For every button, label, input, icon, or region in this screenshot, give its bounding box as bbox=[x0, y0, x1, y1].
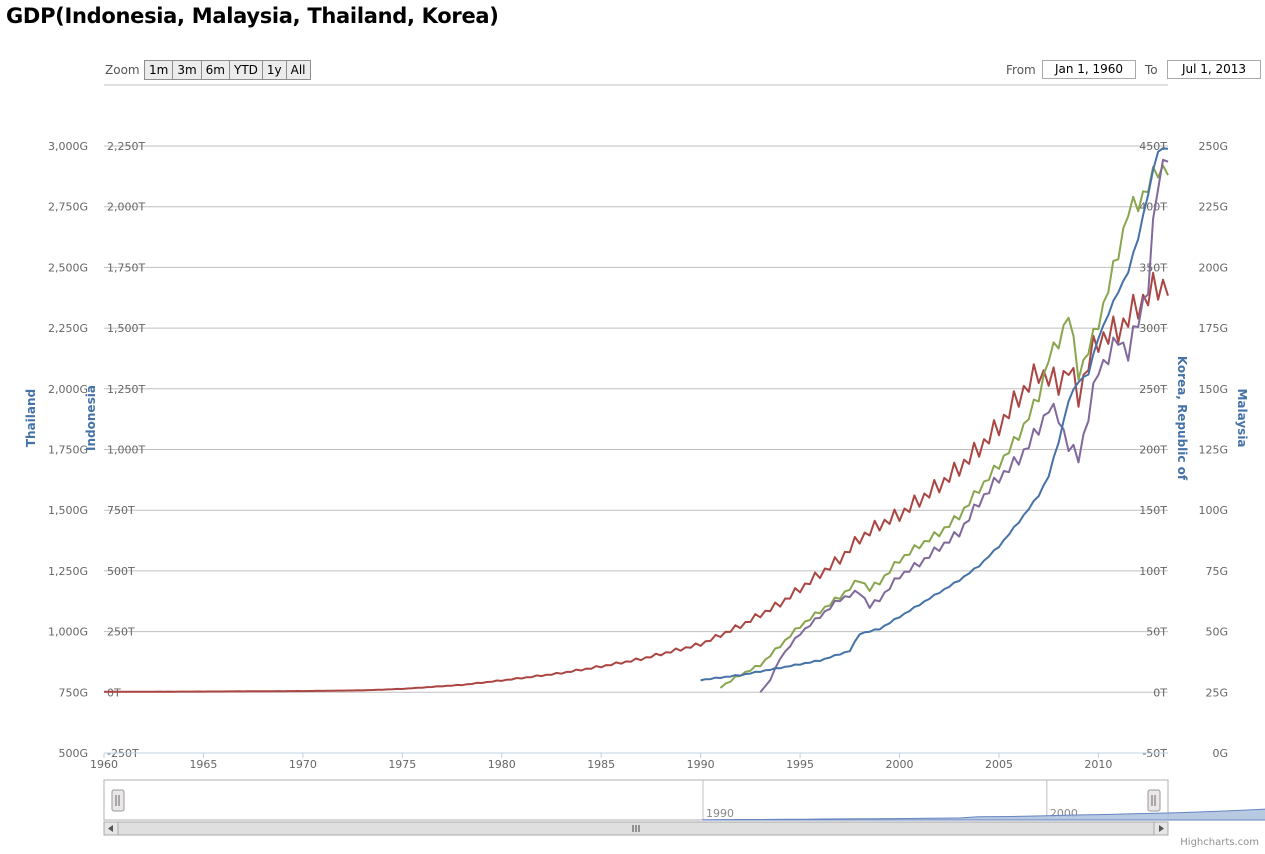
malaysia-axis-tick-label: 75G bbox=[1205, 565, 1228, 578]
chart-title: GDP(Indonesia, Malaysia, Thailand, Korea… bbox=[6, 4, 499, 28]
indonesia-axis-tick-label: 1,500T bbox=[107, 322, 145, 335]
navigator-right-handle[interactable] bbox=[1147, 789, 1161, 812]
series-group bbox=[104, 147, 1169, 693]
thailand-series-line[interactable] bbox=[700, 147, 1169, 682]
malaysia-axis-tick-label: 200G bbox=[1198, 261, 1228, 274]
malaysia-axis-tick-label: 175G bbox=[1198, 322, 1228, 335]
zoom-ytd-button[interactable]: YTD bbox=[229, 61, 263, 79]
to-date-input[interactable]: Jul 1, 2013 bbox=[1167, 60, 1261, 79]
zoom-button-group: 1m 3m 6m YTD 1y All bbox=[144, 60, 311, 80]
malaysia-axis-tick-label: 225G bbox=[1198, 201, 1228, 214]
navigator-series-area bbox=[702, 808, 1265, 821]
x-axis-tick-label: 2000 bbox=[886, 758, 914, 771]
x-axis-tick-label: 1960 bbox=[90, 758, 118, 771]
korea-axis-tick-label: 100T bbox=[1139, 565, 1167, 578]
indonesia-axis-title: Indonesia bbox=[84, 385, 98, 451]
indonesia-axis-tick-label: 1,250T bbox=[107, 383, 145, 396]
korea-axis-tick-label: 350T bbox=[1139, 261, 1167, 274]
thailand-axis-tick-label: 2,750G bbox=[48, 201, 88, 214]
zoom-3m-button[interactable]: 3m bbox=[173, 61, 202, 79]
navigator-tick-label: 1990 bbox=[706, 807, 734, 820]
scroll-right-arrow-icon bbox=[1159, 825, 1164, 832]
thailand-axis-tick-label: 2,500G bbox=[48, 261, 88, 274]
indonesia-axis-tick-label: 750T bbox=[107, 504, 135, 517]
thailand-axis-title: Thailand bbox=[24, 389, 38, 447]
navigator-left-handle[interactable] bbox=[111, 789, 125, 812]
navigator-frame bbox=[103, 779, 1169, 821]
x-axis-tick-label: 1970 bbox=[289, 758, 317, 771]
malaysia-axis-tick-label: 25G bbox=[1205, 686, 1228, 699]
to-label: To bbox=[1145, 63, 1158, 77]
korea-axis-tick-label: 300T bbox=[1139, 322, 1167, 335]
korea-axis-title: Korea, Republic of bbox=[1175, 356, 1189, 481]
x-axis: 1960 1965 1970 1975 1980 1985 1990 1995 2000 2005… bbox=[90, 752, 1168, 771]
korea-axis-tick-label: 250T bbox=[1139, 383, 1167, 396]
thailand-axis-tick-label: 2,250G bbox=[48, 322, 88, 335]
scroll-left-arrow-icon bbox=[108, 825, 113, 832]
from-date-input[interactable]: Jan 1, 1960 bbox=[1042, 60, 1136, 79]
thailand-axis-tick-label: 1,500G bbox=[48, 504, 88, 517]
indonesia-axis-tick-label: 1,750T bbox=[107, 261, 145, 274]
x-axis-tick-label: 1980 bbox=[488, 758, 516, 771]
grid-lines bbox=[104, 145, 1168, 754]
x-axis-tick-label: 1975 bbox=[388, 758, 416, 771]
thailand-axis: 500G 750G 1,000G 1,250G 1,500G 1,750G 2,000G 2,… bbox=[48, 140, 88, 760]
zoom-label: Zoom bbox=[105, 63, 140, 77]
korea-axis-tick-label: 50T bbox=[1146, 626, 1167, 639]
malaysia-axis-tick-label: 250G bbox=[1198, 140, 1228, 153]
malaysia-axis-tick-label: 50G bbox=[1205, 626, 1228, 639]
thailand-axis-tick-label: 500G bbox=[58, 747, 88, 760]
x-axis-tick-label: 1995 bbox=[786, 758, 814, 771]
indonesia-series-line[interactable] bbox=[104, 271, 1169, 693]
credits-link[interactable]: Highcharts.com bbox=[1180, 837, 1259, 848]
indonesia-axis-tick-label: 500T bbox=[107, 565, 135, 578]
indonesia-axis-tick-label: 250T bbox=[107, 626, 135, 639]
x-axis-tick-label: 2005 bbox=[985, 758, 1013, 771]
x-axis-tick-label: 1965 bbox=[189, 758, 217, 771]
x-axis-tick-label: 2010 bbox=[1084, 758, 1112, 771]
thailand-axis-tick-label: 1,750G bbox=[48, 444, 88, 457]
zoom-1y-button[interactable]: 1y bbox=[262, 61, 287, 79]
thailand-axis-tick-label: 750G bbox=[58, 686, 88, 699]
korea-axis-tick-label: 450T bbox=[1139, 140, 1167, 153]
zoom-all-button[interactable]: All bbox=[286, 61, 310, 79]
zoom-6m-button[interactable]: 6m bbox=[201, 61, 230, 79]
scrollbar[interactable] bbox=[103, 821, 1169, 836]
thailand-axis-tick-label: 2,000G bbox=[48, 383, 88, 396]
thailand-axis-tick-label: 3,000G bbox=[48, 140, 88, 153]
x-axis-tick-label: 1990 bbox=[687, 758, 715, 771]
korea-axis-tick-label: 150T bbox=[1139, 504, 1167, 517]
from-label: From bbox=[1006, 63, 1036, 77]
thailand-axis-tick-label: 1,000G bbox=[48, 626, 88, 639]
indonesia-axis-tick-label: 2,000T bbox=[107, 201, 145, 214]
korea-axis-tick-label: 0T bbox=[1153, 686, 1167, 699]
x-axis-tick-label: 1985 bbox=[587, 758, 615, 771]
korea-series-line[interactable] bbox=[759, 158, 1169, 693]
malaysia-axis-tick-label: 125G bbox=[1198, 444, 1228, 457]
malaysia-series-line[interactable] bbox=[719, 164, 1169, 689]
malaysia-axis-tick-label: 150G bbox=[1198, 383, 1228, 396]
navigator[interactable]: 199020002010 bbox=[103, 779, 1265, 821]
zoom-1m-button[interactable]: 1m bbox=[145, 61, 174, 79]
malaysia-axis-tick-label: 0G bbox=[1212, 747, 1228, 760]
indonesia-axis: -250T0T250T500T750T1,000T1,250T1,500T1,7… bbox=[107, 140, 145, 760]
indonesia-axis-tick-label: 2,250T bbox=[107, 140, 145, 153]
malaysia-axis-tick-label: 100G bbox=[1198, 504, 1228, 517]
malaysia-axis-title: Malaysia bbox=[1235, 388, 1249, 447]
thailand-axis-tick-label: 1,250G bbox=[48, 565, 88, 578]
korea-axis-tick-label: 200T bbox=[1139, 444, 1167, 457]
indonesia-axis-tick-label: 0T bbox=[107, 686, 121, 699]
korea-axis: -50T0T50T100T150T200T250T300T350T400T450… bbox=[1139, 140, 1167, 760]
malaysia-axis: 0G 25G 50G 75G 100G 125G 150G 175G 200G 225G 250G bbox=[1198, 140, 1228, 760]
indonesia-axis-tick-label: 1,000T bbox=[107, 444, 145, 457]
